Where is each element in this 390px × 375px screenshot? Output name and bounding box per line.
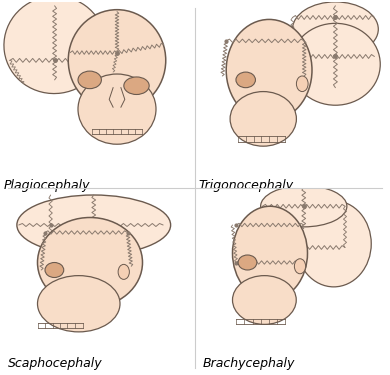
Ellipse shape [232,206,307,300]
Text: Brachycephaly: Brachycephaly [202,357,295,370]
Ellipse shape [296,201,371,287]
Ellipse shape [292,2,378,57]
Ellipse shape [45,262,64,278]
Ellipse shape [37,217,142,308]
Ellipse shape [232,276,296,324]
Ellipse shape [68,10,166,111]
Ellipse shape [4,0,105,94]
Ellipse shape [17,195,171,255]
Text: Trigonocephaly: Trigonocephaly [199,179,294,192]
Ellipse shape [37,276,120,332]
Ellipse shape [124,77,149,94]
Ellipse shape [78,74,156,144]
Ellipse shape [236,72,255,88]
Text: Scaphocephaly: Scaphocephaly [7,357,102,370]
Text: Plagiocephaly: Plagiocephaly [4,179,90,192]
Ellipse shape [230,92,296,146]
Ellipse shape [296,76,308,92]
Ellipse shape [291,23,380,105]
Ellipse shape [238,255,257,270]
Ellipse shape [78,71,101,88]
Ellipse shape [261,186,347,227]
Ellipse shape [294,259,306,274]
Ellipse shape [118,264,129,279]
Ellipse shape [226,20,312,121]
